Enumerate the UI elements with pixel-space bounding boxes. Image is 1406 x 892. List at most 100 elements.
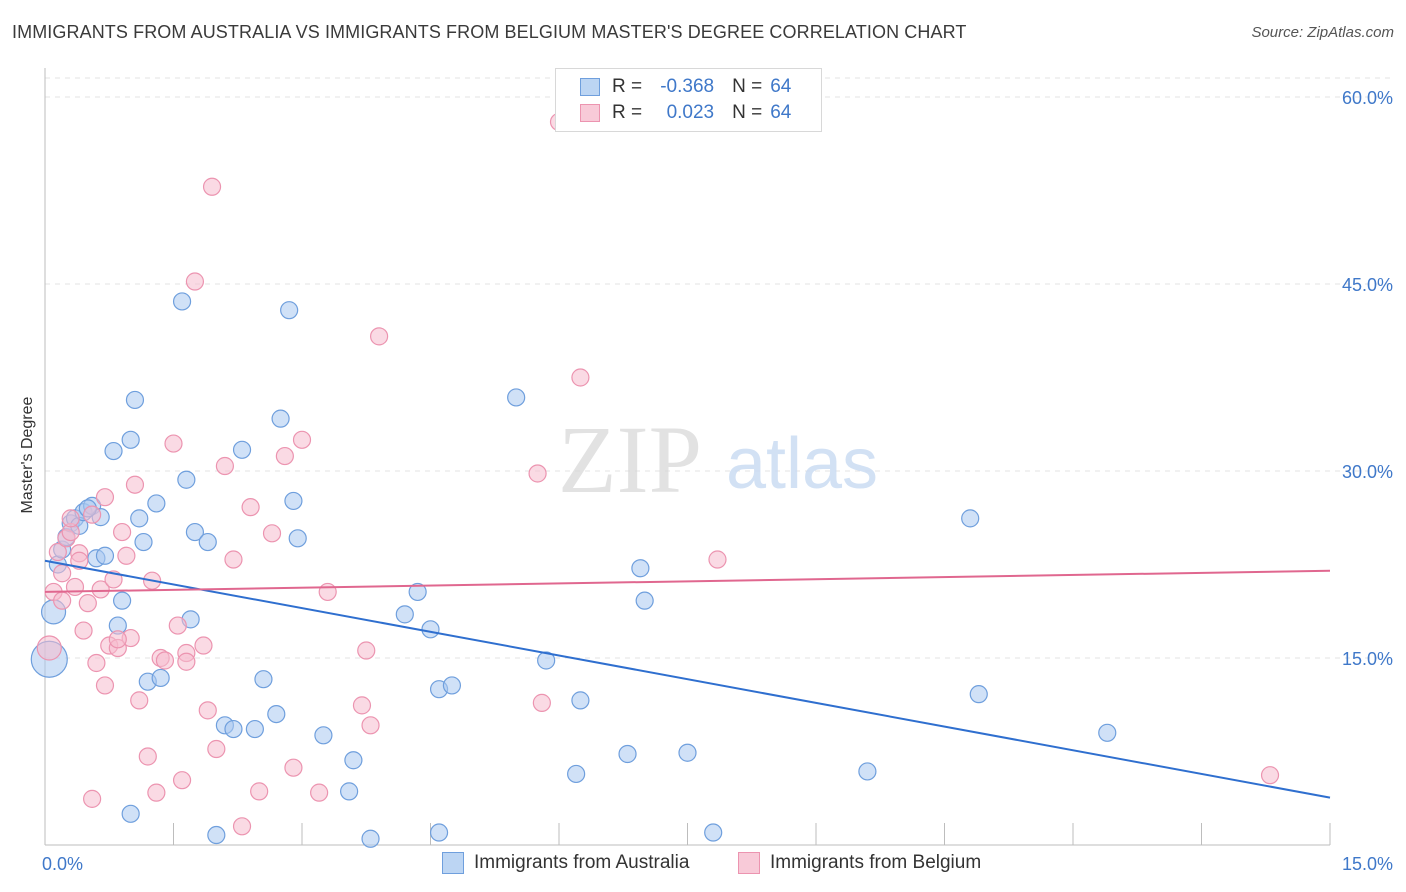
belgium-point [65,577,85,597]
belgium-point [112,522,132,542]
australia-point [704,823,723,842]
y-tick-label: 60.0% [1342,88,1393,108]
australia-point [104,441,123,461]
belgium-point [571,368,590,387]
series-australia-points [30,292,1117,848]
trend-lines [44,559,1331,799]
x-tick-label: 15.0% [1342,854,1393,874]
r-value: -0.368 [660,76,715,97]
belgium-point [262,524,282,543]
belgium-point [198,701,217,720]
australia-point [567,764,586,784]
australia-point [224,719,243,739]
belgium-point [95,676,115,695]
grid-lines [45,77,1392,659]
australia-point [1098,723,1117,742]
australia-point [429,823,449,842]
australia-point [280,301,299,320]
belgium-point [1260,766,1280,785]
australia-point [232,440,252,459]
belgium-point [532,693,551,712]
watermark-zip: ZIP [558,406,702,513]
australia-point [121,430,140,449]
australia-point [421,620,440,639]
belgium-point [48,542,67,562]
australia-point [571,691,590,710]
australia-point [635,591,654,610]
belgium-point [275,446,294,466]
australia-point [112,591,132,610]
australia-point [177,470,196,489]
belgium-point [241,498,260,517]
r-label: R = [612,76,643,97]
belgium-point [250,782,269,801]
belgium-point [194,636,213,655]
belgium-legend-swatch [738,852,760,874]
belgium-point [53,564,72,583]
belgium-point [91,580,110,599]
tick-labels: 15.0% 30.0% 45.0% 60.0% 0.0% 15.0% [42,88,1393,874]
belgium-point [352,696,372,715]
belgium-point [357,641,376,660]
belgium-point [177,652,196,671]
australia-point [288,529,307,548]
bottom-legend-australia[interactable]: Immigrants from Australia [442,852,689,874]
australia-point [678,743,697,762]
australia-point [314,726,333,745]
belgium-trend-line [44,569,1331,593]
chart-title: IMMIGRANTS FROM AUSTRALIA VS IMMIGRANTS … [12,22,967,42]
australia-point [245,719,264,739]
australia-point [267,704,286,724]
belgium-point [83,505,102,524]
australia-point [361,829,380,848]
n-value: 64 [770,76,792,97]
bottom-legend-belgium[interactable]: Immigrants from Belgium [738,852,981,874]
belgium-point [74,621,93,640]
australia-point [631,559,650,578]
belgium-point [708,550,727,569]
x-tick-label: 0.0% [42,854,83,874]
australia-swatch [580,78,600,96]
n-value: 64 [770,102,792,123]
belgium-point [87,653,106,673]
australia-point [507,388,526,407]
australia-point [185,522,205,542]
belgium-point [61,509,80,528]
australia-point [408,582,427,602]
australia-point [340,782,359,801]
australia-legend-label: Immigrants from Australia [474,852,690,873]
n-label: N = [732,102,763,123]
australia-point [271,409,290,428]
belgium-point [361,716,380,735]
source-label: Source: ZipAtlas.com [1251,24,1394,41]
belgium-point [318,582,337,602]
australia-point [147,494,166,513]
belgium-point [202,177,222,196]
legend-row-australia: R = -0.368 N = 64 [580,75,791,99]
watermark-atlas: atlas [726,424,878,504]
australia-point [395,605,414,624]
belgium-point [155,651,175,670]
belgium-point [108,630,127,649]
australia-point [125,390,145,410]
belgium-point [130,691,149,710]
belgium-point [172,771,192,790]
belgium-point [528,464,547,483]
belgium-point [370,327,389,346]
belgium-point [185,272,205,291]
belgium-point [164,434,183,453]
australia-legend-swatch [442,852,464,874]
belgium-point [310,783,329,802]
australia-point [95,546,115,565]
belgium-point [168,616,187,635]
australia-point [537,651,556,670]
australia-point [969,685,988,704]
y-tick-label: 15.0% [1342,649,1393,669]
australia-point [121,804,140,823]
belgium-point [104,570,123,589]
n-label: N = [732,76,763,97]
belgium-point [53,591,72,610]
belgium-point [36,635,62,661]
belgium-point [224,550,243,569]
